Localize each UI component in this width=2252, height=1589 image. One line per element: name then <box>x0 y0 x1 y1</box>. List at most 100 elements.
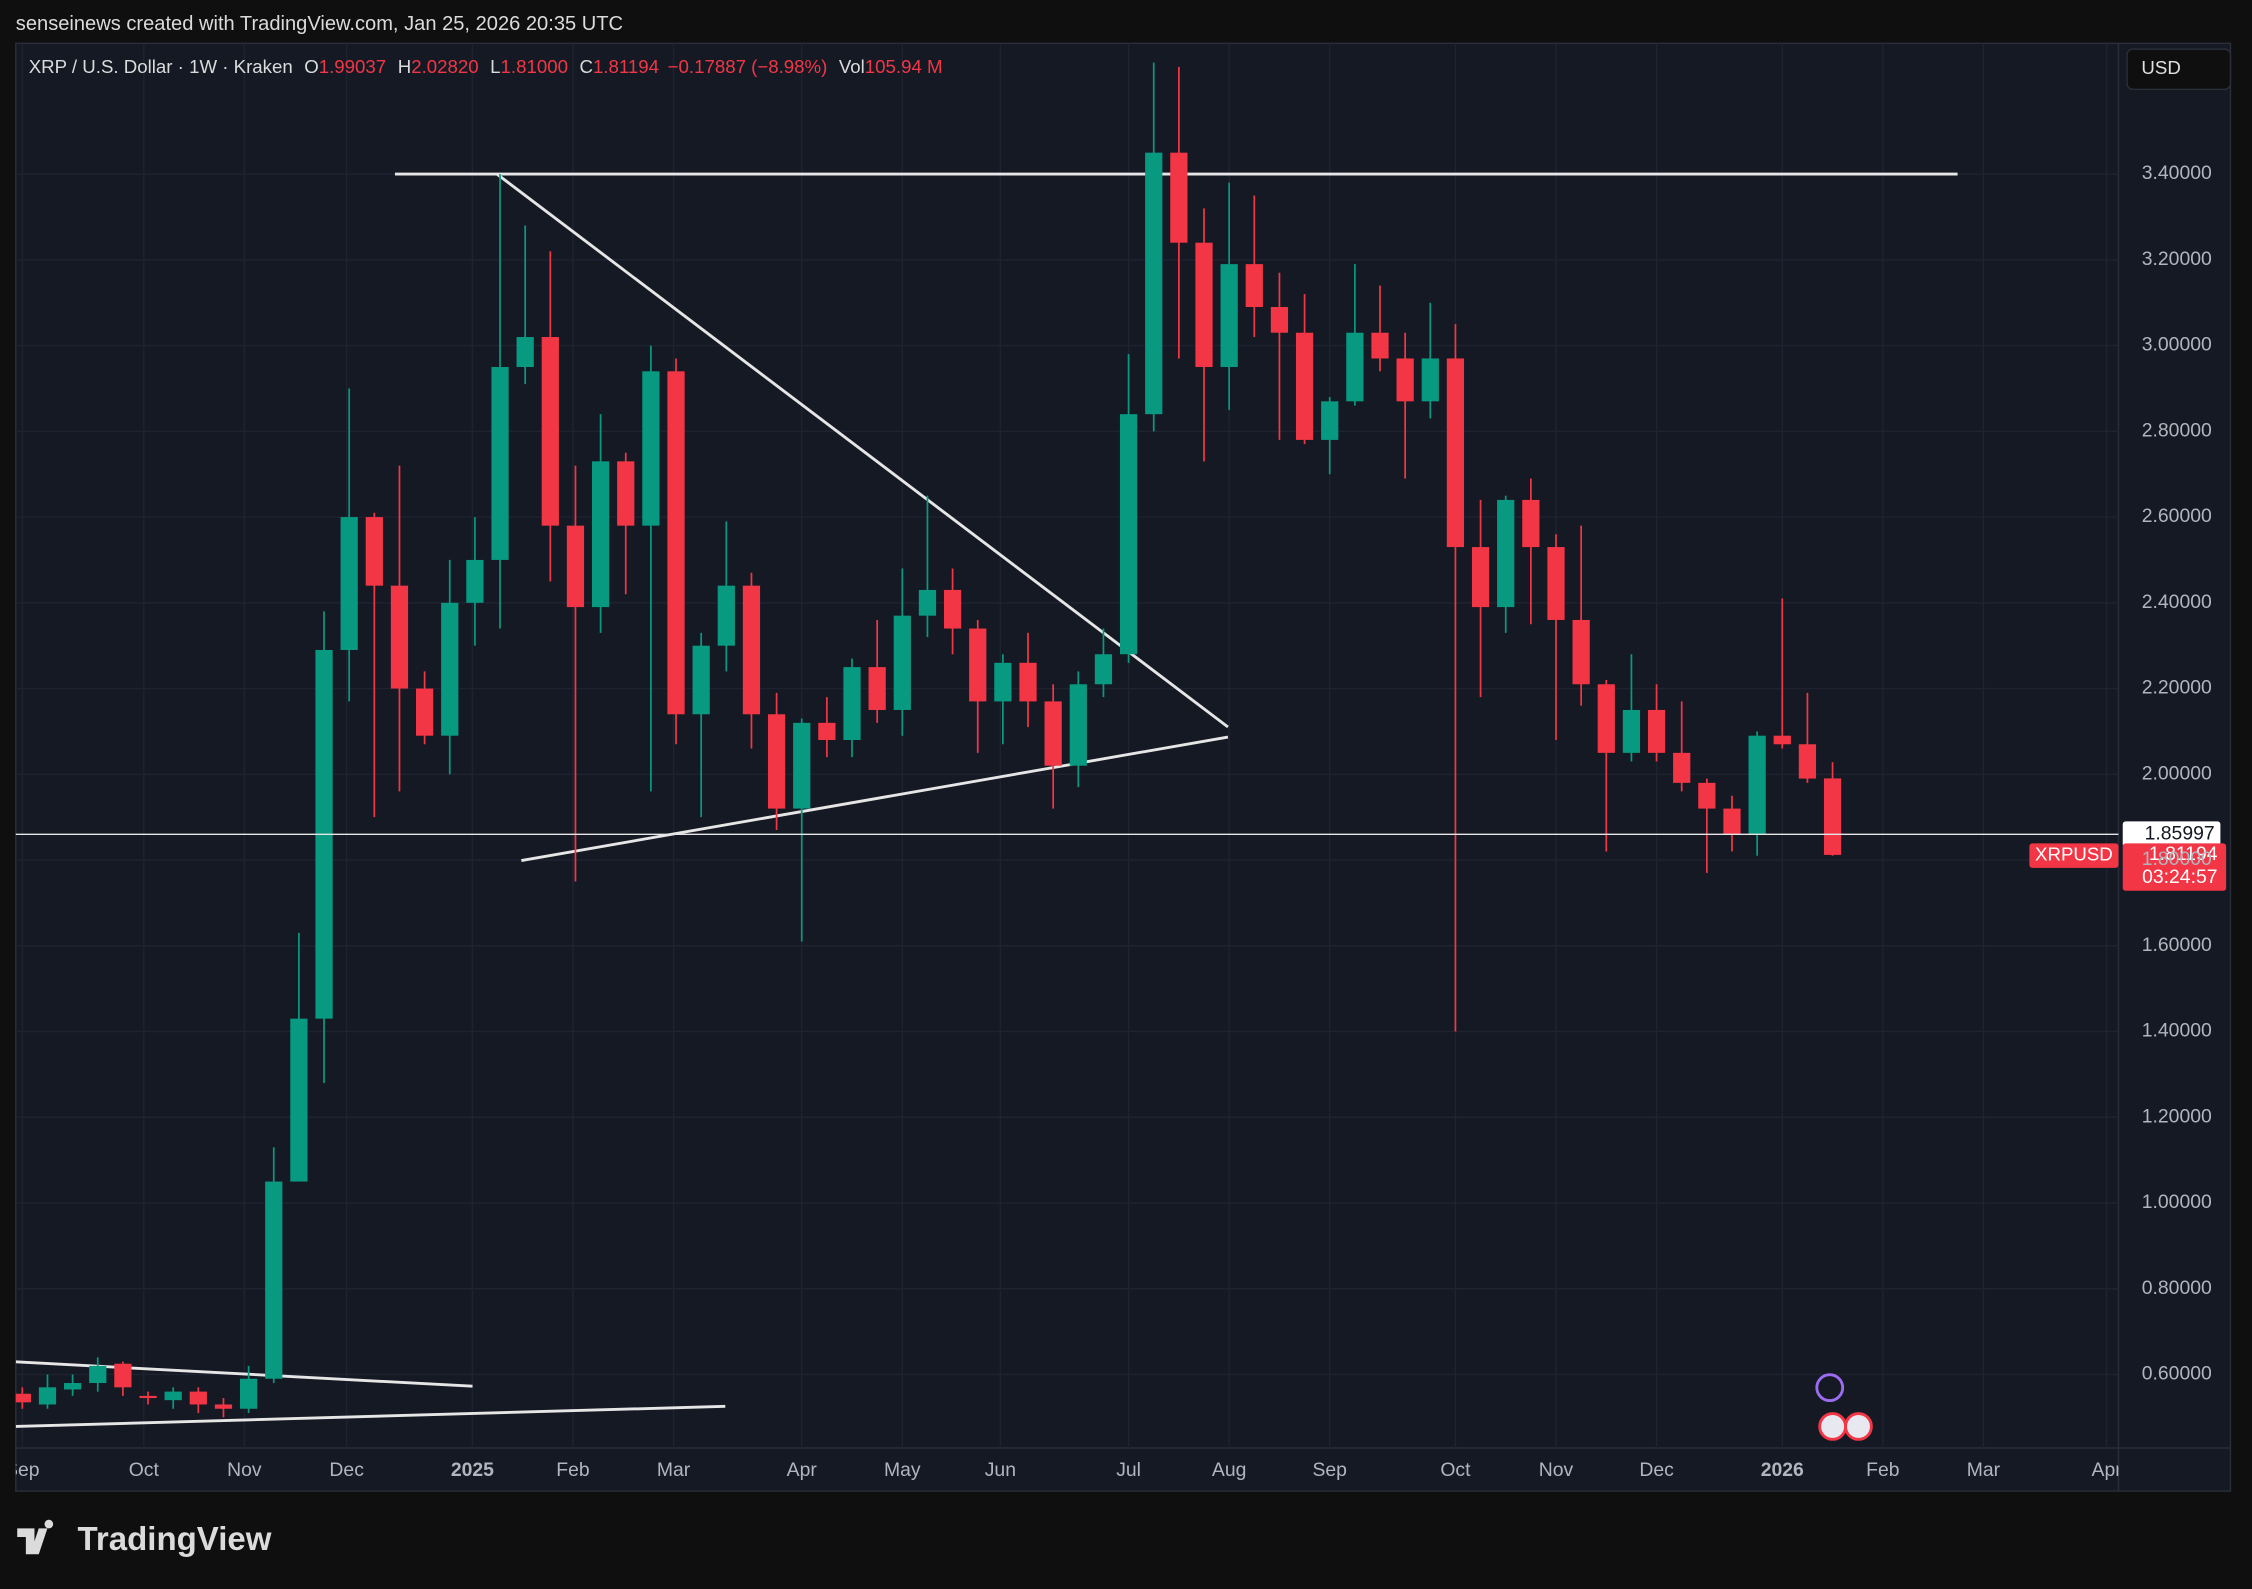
candle-body <box>667 371 685 715</box>
candle-body <box>717 585 735 646</box>
y-tick-label: 2.20000 <box>2142 677 2212 699</box>
candle-body <box>1195 242 1213 368</box>
last-price-badge <box>2122 843 2227 891</box>
x-tick-label: Sep <box>5 1459 39 1481</box>
x-tick-label: 2026 <box>1761 1459 1804 1481</box>
candle-body <box>994 662 1012 702</box>
candle-body <box>214 1404 233 1409</box>
ascending-trendline <box>521 735 1229 862</box>
candle-body <box>114 1363 132 1388</box>
candle-body <box>1069 684 1087 766</box>
candle-body <box>1245 264 1263 308</box>
y-tick-label: 2.40000 <box>2142 591 2212 613</box>
early-lower-line <box>15 1404 726 1428</box>
candle-body <box>1371 332 1389 359</box>
candle-body <box>818 722 836 740</box>
candle-body <box>1119 414 1138 655</box>
candle-body <box>1421 358 1439 402</box>
y-tick-label: 3.20000 <box>2142 248 2212 270</box>
candle-body <box>868 667 886 710</box>
candle-body <box>1019 662 1037 702</box>
candle-body <box>1647 709 1666 753</box>
x-tick-label: Jul <box>1116 1459 1141 1481</box>
y-tick-label: 1.40000 <box>2142 1020 2212 1042</box>
currency-label[interactable]: USD <box>2141 57 2180 78</box>
candle-body <box>89 1365 107 1384</box>
y-tick-label: 2.60000 <box>2142 505 2212 527</box>
symbol-badge <box>2029 843 2119 868</box>
candle-body <box>742 585 761 715</box>
candle-body <box>1798 744 1817 779</box>
last-price-label: 1.81194 <box>2149 843 2218 865</box>
y-tick-label: 1.20000 <box>2142 1105 2212 1127</box>
header: senseinews created with TradingView.com,… <box>16 13 623 35</box>
brand-logo <box>17 1519 54 1555</box>
candle-body <box>516 337 534 368</box>
x-tick-label: Nov <box>1539 1459 1574 1481</box>
x-tick-label: Mar <box>657 1459 691 1481</box>
y-tick-label: 1.60000 <box>2142 934 2212 956</box>
candle-body <box>692 645 710 715</box>
countdown: 03:24:57 <box>2142 866 2217 888</box>
candle-body <box>1220 264 1238 368</box>
candle-body <box>164 1391 182 1401</box>
symbol-badge-label: XRPUSD <box>2035 844 2113 865</box>
candle-body <box>466 559 484 603</box>
candle-body <box>1572 619 1590 685</box>
candle-body <box>591 461 610 608</box>
vol-value: 105.94 M <box>865 56 943 77</box>
ohlc-value: 1.81194 <box>593 56 659 77</box>
candle-body <box>265 1181 283 1379</box>
candle-body <box>340 517 358 650</box>
candle-body <box>441 602 459 736</box>
candle-body <box>239 1378 258 1409</box>
x-tick-label: Dec <box>329 1459 364 1481</box>
y-tick-label: 1.00000 <box>2142 1191 2212 1213</box>
candle-body <box>1823 778 1842 855</box>
early-upper-line <box>15 1360 473 1388</box>
time-axis: Sep Oct Nov Dec 2025 Feb Mar Apr May Jun Jul Aug Sep… <box>5 1459 2123 1481</box>
descending-trendline <box>496 172 1229 729</box>
ohlc-key: C <box>579 56 592 77</box>
ohlc-value: 2.02820 <box>411 56 478 77</box>
x-tick-label: 2025 <box>451 1459 494 1481</box>
candle-body <box>1094 654 1113 685</box>
candle-body <box>642 371 660 526</box>
candle-body <box>843 667 861 740</box>
candle-body <box>390 585 409 689</box>
brand-name: TradingView <box>78 1520 272 1557</box>
candle-body <box>15 1393 31 1403</box>
candle-body <box>1145 152 1163 415</box>
ohlc-key: O <box>304 56 319 77</box>
y-tick-label: 3.00000 <box>2142 334 2212 356</box>
flag-icon <box>1818 1412 1847 1441</box>
currency-button[interactable] <box>2126 48 2232 91</box>
vol-key: Vol <box>839 56 865 77</box>
candle-body <box>1396 358 1414 402</box>
x-tick-label: Apr <box>2092 1459 2123 1481</box>
price-line-badge <box>2122 821 2221 848</box>
candle-body <box>1270 307 1289 333</box>
candle-body <box>38 1387 57 1405</box>
candle-body <box>1346 332 1364 402</box>
candle-body <box>1622 709 1641 753</box>
candle-body <box>1673 752 1691 783</box>
x-tick-label: May <box>884 1459 921 1481</box>
candle-body <box>541 337 559 526</box>
candle-body <box>139 1395 157 1399</box>
candle-body <box>1446 358 1465 548</box>
ohlc-key: L <box>490 56 500 77</box>
symbol-title: XRP / U.S. Dollar · 1W · Kraken <box>29 56 293 77</box>
flag-icon <box>1844 1412 1873 1441</box>
candle-body <box>1170 152 1188 243</box>
candle-body <box>1597 684 1615 753</box>
candle-body <box>64 1383 82 1390</box>
candle-body <box>1497 499 1515 608</box>
ohlc-key: H <box>398 56 411 77</box>
candle-body <box>1547 547 1565 620</box>
candle-body <box>1723 808 1741 835</box>
brand: TradingView <box>17 1519 272 1557</box>
